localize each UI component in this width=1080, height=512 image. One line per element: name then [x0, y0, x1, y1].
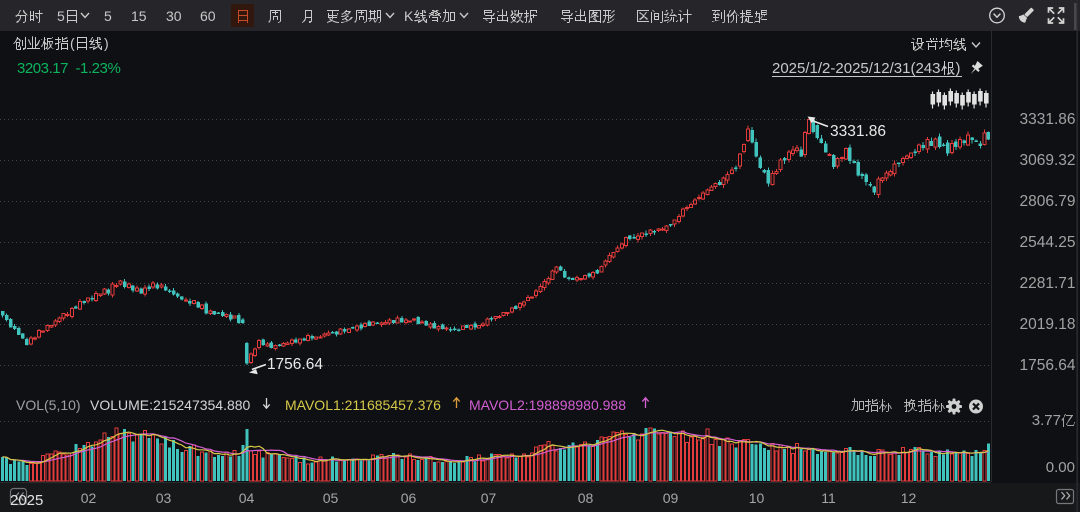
svg-text:2025/1/2-2025/12/31(243: 2025/1/2-2025/12/31(243: [772, 60, 940, 77]
svg-text:12: 12: [901, 490, 917, 506]
svg-text:1756.64: 1756.64: [267, 356, 323, 373]
svg-text:60: 60: [200, 8, 216, 24]
svg-text:2019.18: 2019.18: [1019, 316, 1075, 333]
svg-text:2544.25: 2544.25: [1019, 234, 1075, 251]
svg-text:0.00: 0.00: [1046, 459, 1075, 476]
svg-text:2806.79: 2806.79: [1019, 193, 1075, 210]
svg-text:VOL(5,10): VOL(5,10): [16, 397, 81, 413]
svg-text:08: 08: [578, 490, 594, 506]
svg-text:2025: 2025: [10, 492, 43, 509]
svg-text:3331.86: 3331.86: [1019, 111, 1075, 128]
svg-text:VOLUME:215247354.880: VOLUME:215247354.880: [90, 397, 251, 413]
svg-text:1756.64: 1756.64: [1019, 357, 1075, 374]
svg-text:3069.32: 3069.32: [1019, 152, 1075, 169]
svg-text:): ): [104, 35, 109, 51]
svg-text:10: 10: [749, 490, 765, 506]
svg-text:): ): [956, 60, 961, 77]
svg-text:5: 5: [104, 8, 112, 24]
svg-text:15: 15: [131, 8, 147, 24]
svg-text:3.77: 3.77: [1032, 412, 1061, 429]
svg-text:03: 03: [156, 490, 172, 506]
svg-text:2281.71: 2281.71: [1019, 275, 1075, 292]
svg-text:05: 05: [323, 490, 339, 506]
svg-text:MAVOL1:211685457.376: MAVOL1:211685457.376: [285, 397, 441, 413]
svg-text:K: K: [404, 8, 414, 24]
svg-text:04: 04: [239, 490, 255, 506]
svg-text:3203.17 -1.23%: 3203.17 -1.23%: [17, 60, 120, 77]
svg-text:11: 11: [821, 490, 836, 506]
svg-text:5: 5: [57, 8, 65, 24]
svg-text:02: 02: [81, 490, 97, 506]
svg-text:3331.86: 3331.86: [830, 123, 886, 140]
svg-text:06: 06: [401, 490, 417, 506]
svg-text:07: 07: [481, 490, 497, 506]
svg-text:(: (: [70, 35, 75, 51]
svg-text:30: 30: [166, 8, 182, 24]
svg-text:MAVOL2:198898980.988: MAVOL2:198898980.988: [469, 397, 626, 413]
svg-text:09: 09: [663, 490, 679, 506]
